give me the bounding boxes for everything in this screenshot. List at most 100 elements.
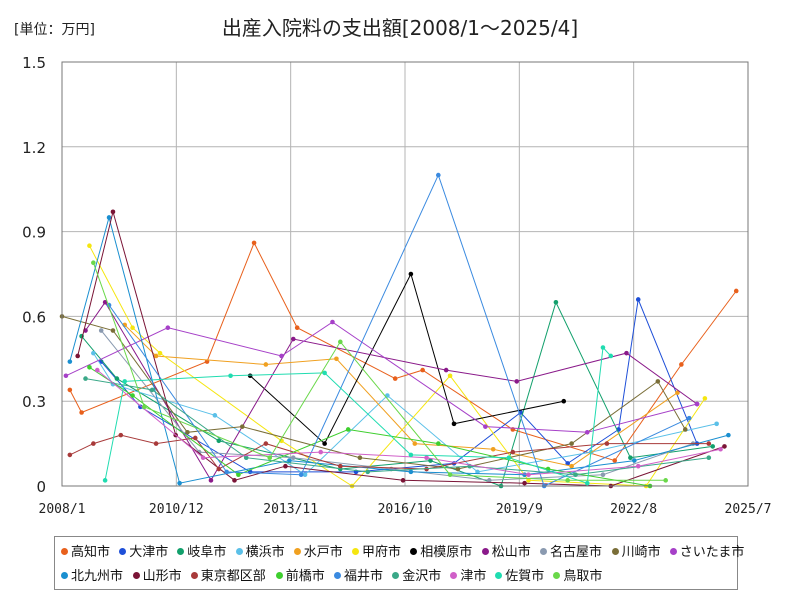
legend-label: 横浜市 <box>245 545 285 560</box>
data-point <box>118 432 124 438</box>
x-tick-label: 2025/7 <box>725 502 772 517</box>
data-point <box>338 339 343 345</box>
data-point <box>726 432 731 438</box>
legend-label: 大津市 <box>129 545 169 560</box>
series-17 <box>83 376 712 477</box>
data-point <box>635 297 641 302</box>
data-point <box>451 421 457 427</box>
data-point <box>63 373 69 379</box>
data-point <box>584 429 590 435</box>
series-5 <box>122 322 680 469</box>
data-point <box>83 376 88 381</box>
data-point <box>714 421 719 427</box>
legend-swatch <box>540 548 547 555</box>
y-tick-label: 1.2 <box>22 139 46 157</box>
series-line <box>124 324 678 467</box>
data-point <box>573 472 578 477</box>
data-point <box>114 376 120 381</box>
legend-swatch <box>61 548 68 555</box>
legend-swatch <box>190 572 198 579</box>
legend-label: 高知市 <box>71 545 111 560</box>
data-point <box>632 458 637 463</box>
data-point <box>106 215 112 220</box>
series-3 <box>79 299 716 489</box>
series-group <box>59 172 739 489</box>
data-point <box>279 353 284 359</box>
series-16 <box>106 172 692 489</box>
plot-border <box>61 61 749 487</box>
legend-swatch <box>611 548 619 555</box>
series-19 <box>102 345 614 486</box>
data-point <box>408 452 414 458</box>
data-point <box>338 463 343 469</box>
data-point <box>565 461 570 466</box>
data-point <box>365 469 371 475</box>
legend-item: 川崎市 <box>611 541 661 560</box>
legend-swatch <box>119 548 127 555</box>
data-point <box>686 415 692 421</box>
data-point <box>436 172 441 178</box>
data-point <box>443 367 449 373</box>
legend-swatch <box>177 548 185 555</box>
y-tick-label: 0.9 <box>22 224 46 242</box>
data-point <box>682 427 688 432</box>
data-point <box>91 350 96 356</box>
data-point <box>91 441 96 446</box>
legend-item: 東京都区部 <box>190 565 266 584</box>
data-point <box>608 353 614 359</box>
series-line <box>85 301 698 482</box>
legend-item: 佐賀市 <box>495 565 544 584</box>
legend-item: 相模原市 <box>410 541 472 560</box>
series-20 <box>91 260 668 483</box>
data-point <box>510 449 516 455</box>
legend-label: 甲府市 <box>362 545 402 560</box>
data-point <box>663 478 668 483</box>
legend-swatch <box>495 572 503 579</box>
legend-swatch <box>132 572 140 579</box>
legend-item: さいたま市 <box>669 541 745 560</box>
data-point <box>553 299 559 305</box>
data-point <box>251 240 257 246</box>
series-line <box>249 272 564 445</box>
data-point <box>122 379 128 384</box>
data-point <box>706 455 712 461</box>
series-line <box>69 241 737 462</box>
data-point <box>710 444 716 449</box>
data-point <box>153 353 159 359</box>
series-18 <box>94 367 723 477</box>
data-point <box>612 458 618 463</box>
legend-label: さいたま市 <box>679 545 745 560</box>
data-point <box>506 455 512 461</box>
legend-swatch <box>352 548 359 555</box>
series-line <box>69 434 709 470</box>
data-point <box>283 463 288 469</box>
legend-label: 佐賀市 <box>505 569 545 584</box>
x-tick-label: 2010/12 <box>149 502 204 517</box>
legend-swatch <box>392 572 400 579</box>
legend-label: 津市 <box>460 569 487 584</box>
data-point <box>216 466 222 472</box>
data-point <box>294 325 300 331</box>
data-point <box>212 413 218 418</box>
legend-swatch <box>334 572 341 579</box>
data-point <box>263 362 269 367</box>
legend-label: 北九州市 <box>71 569 124 584</box>
data-point <box>733 288 739 294</box>
data-point <box>357 455 363 461</box>
y-tick-label: 1.5 <box>22 54 46 72</box>
x-tick-label: 2022/8 <box>610 502 657 517</box>
data-point <box>694 401 700 407</box>
series-13 <box>75 209 727 489</box>
data-point <box>98 328 104 333</box>
data-point <box>130 393 135 398</box>
data-point <box>290 336 296 342</box>
data-point <box>522 480 527 486</box>
y-tick-label: 0.6 <box>22 308 46 326</box>
data-point <box>330 319 335 325</box>
legend-item: 大津市 <box>119 541 168 560</box>
y-tick-label: 0.3 <box>22 393 46 411</box>
legend-swatch <box>235 548 243 555</box>
legend-item: 前橋市 <box>275 565 325 584</box>
data-point <box>287 458 292 463</box>
